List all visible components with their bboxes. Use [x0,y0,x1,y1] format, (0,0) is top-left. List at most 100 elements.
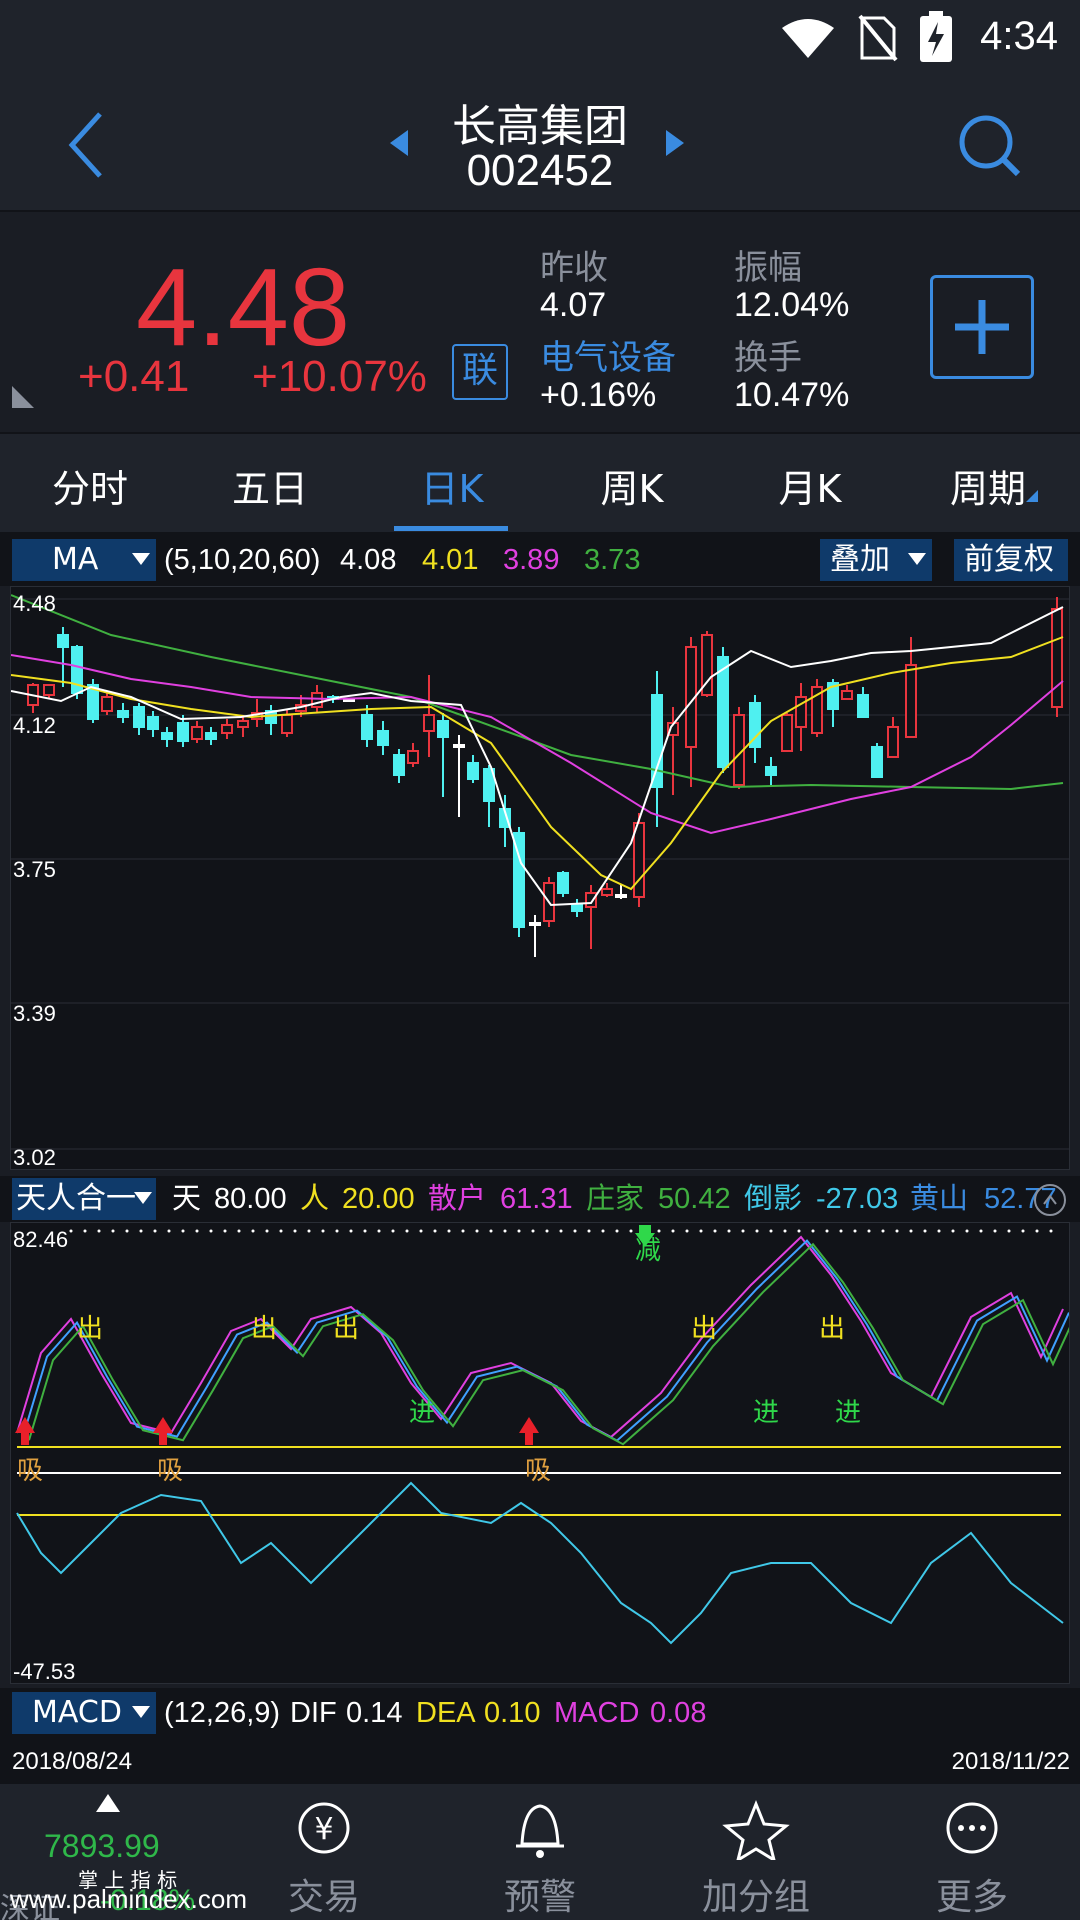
index-ticker[interactable]: 7893.99 掌 上 指 标 深证 -0.18% www.palmindex.… [0,1784,247,1920]
macd-select-label: MACD [32,1695,122,1730]
candle-body [483,768,495,802]
indicator-select[interactable]: 天人合一 [12,1178,156,1220]
top-dotted-line [1035,1229,1039,1233]
signal-label: 出 [819,1314,845,1344]
dif-label: DIF [290,1697,337,1729]
candle-body [557,872,569,894]
bell-icon [516,1804,564,1858]
chevron-down-icon [908,553,926,565]
add-watchlist-button[interactable] [930,275,1034,379]
more-icon [946,1802,998,1854]
plus-icon [955,300,1009,354]
huangshan-label: 黄山 [910,1183,969,1215]
top-dotted-line [853,1229,857,1233]
overlay-select[interactable]: 叠加 [820,539,932,581]
top-dotted-line [405,1229,409,1233]
candle-body [585,892,597,908]
dea-label: DEA [416,1697,476,1729]
top-dotted-line [489,1229,493,1233]
tab-monthly-k[interactable]: 月K [778,467,842,511]
top-dotted-line [335,1229,339,1233]
candle-body [1051,608,1063,708]
tab-intraday[interactable]: 分时 [51,467,128,511]
top-dotted-line [237,1229,241,1233]
tab-period[interactable]: 周期 [949,467,1026,511]
candle-body [827,682,839,710]
tian-value: 80.00 [214,1183,287,1215]
top-dotted-line [699,1229,703,1233]
prev-stock-icon[interactable] [388,128,410,158]
top-dotted-line [517,1229,521,1233]
candle-body [467,762,479,780]
adjust-button[interactable]: 前复权 [954,539,1068,581]
back-icon[interactable] [66,110,106,180]
candle-body [615,894,627,898]
top-dotted-line [153,1229,157,1233]
top-dotted-line [279,1229,283,1233]
next-stock-icon[interactable] [664,128,686,158]
index-change: -0.18% [100,1884,196,1917]
tab-daily-k[interactable]: 日K [420,467,484,511]
top-dotted-line [181,1229,185,1233]
indicator-line [28,1242,1076,1446]
top-dotted-line [895,1229,899,1233]
candle-body [453,744,465,748]
search-icon[interactable] [958,114,1022,178]
candle-body [161,732,173,740]
nav-trade-label: 交易 [287,1877,360,1918]
sector-change: +0.16% [540,376,657,414]
buy-arrow-icon [15,1417,35,1445]
top-dotted-line [475,1229,479,1233]
nav-add-group[interactable]: 加分组 [648,1784,864,1920]
candle-body [57,634,69,648]
top-dotted-line [923,1229,927,1233]
candle-body [281,714,293,734]
top-dotted-line [811,1229,815,1233]
sector-link[interactable]: 电气设备 [540,338,676,378]
date-range-row: 2018/08/24 2018/11/22 [0,1740,1080,1782]
ma10-value: 4.01 [422,544,479,576]
nav-more[interactable]: 更多 [864,1784,1080,1920]
indicator-info-icon[interactable] [1032,1182,1068,1218]
y-tick-4: 3.39 [13,1001,56,1026]
top-dotted-line [601,1229,605,1233]
top-dotted-line [307,1229,311,1233]
y-tick-3: 3.75 [13,857,56,882]
related-button[interactable]: 联 [452,344,508,400]
nav-alert[interactable]: 预警 [432,1784,648,1920]
ma-select[interactable]: MA [12,539,156,581]
kline-panel[interactable]: 4.48 4.12 3.75 3.39 3.02 [10,586,1070,1170]
nav-trade[interactable]: ¥ 交易 [216,1784,432,1920]
candle-body [377,730,389,746]
signal-label: 进 [753,1398,779,1428]
candle-body [513,832,525,928]
y-tick-2: 4.12 [13,713,56,738]
prev-close-label: 昨收 [540,248,608,288]
candle-body [147,716,159,730]
top-dotted-line [979,1229,983,1233]
top-dotted-line [195,1229,199,1233]
candle-body [101,696,113,712]
macd-select[interactable]: MACD [12,1692,156,1734]
top-dotted-line [447,1229,451,1233]
top-dotted-line [797,1229,801,1233]
kline-chart [10,594,1069,1150]
corner-expand-icon[interactable] [10,384,36,410]
tab-five-day[interactable]: 五日 [231,467,308,511]
top-dotted-line [503,1229,507,1233]
indicator-panel[interactable]: 出出出出出进进进吸吸吸减 82.46 -47.53 [10,1222,1076,1684]
candle-body [651,694,663,788]
chevron-down-icon [132,553,150,565]
top-dotted-line [867,1229,871,1233]
ma20-line [10,654,1064,835]
top-dotted-line [993,1229,997,1233]
ren-value: 20.00 [342,1183,415,1215]
candle-body [529,922,541,926]
top-dotted-line [209,1229,213,1233]
candle-body [749,702,761,748]
macd-params: (12,26,9) [164,1697,281,1729]
top-dotted-line [839,1229,843,1233]
macd-value: 0.08 [650,1697,707,1729]
amplitude-value: 12.04% [734,286,850,324]
tab-weekly-k[interactable]: 周K [600,467,664,511]
